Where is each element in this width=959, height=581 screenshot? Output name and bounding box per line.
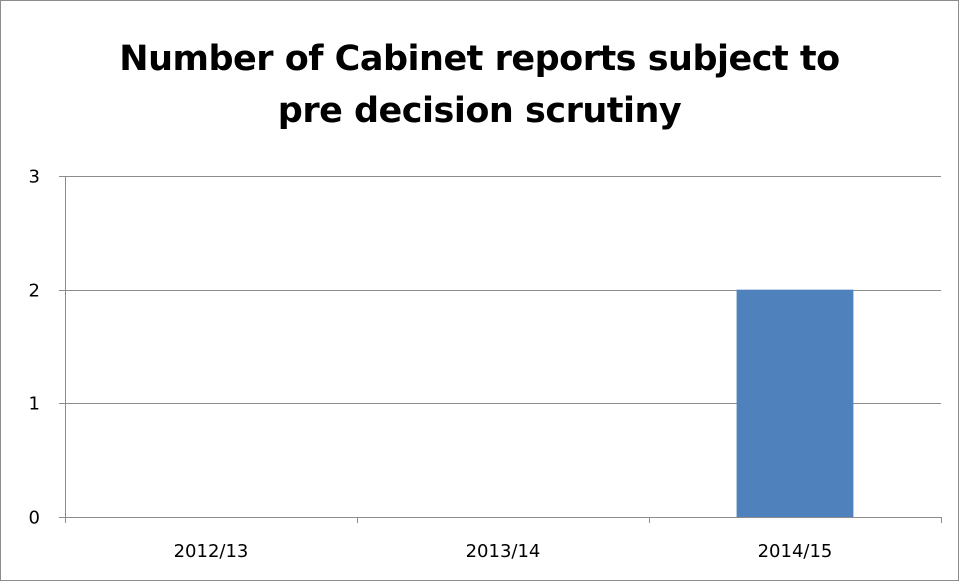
chart-title-line-1: Number of Cabinet reports subject to — [119, 39, 840, 79]
y-tick-label-0: 0 — [29, 508, 40, 529]
y-tick-label-1: 1 — [29, 394, 40, 415]
bar-2014-15 — [736, 289, 854, 517]
y-tick-label-3: 3 — [29, 167, 40, 188]
y-tick-label-2: 2 — [29, 281, 40, 302]
chart-title: Number of Cabinet reports subject to pre… — [1, 33, 958, 137]
chart-title-line-2: pre decision scrutiny — [277, 91, 682, 131]
x-tick-label-1: 2013/14 — [466, 541, 541, 562]
x-tick-label-0: 2012/13 — [174, 541, 249, 562]
x-tick-label-2: 2014/15 — [758, 541, 833, 562]
